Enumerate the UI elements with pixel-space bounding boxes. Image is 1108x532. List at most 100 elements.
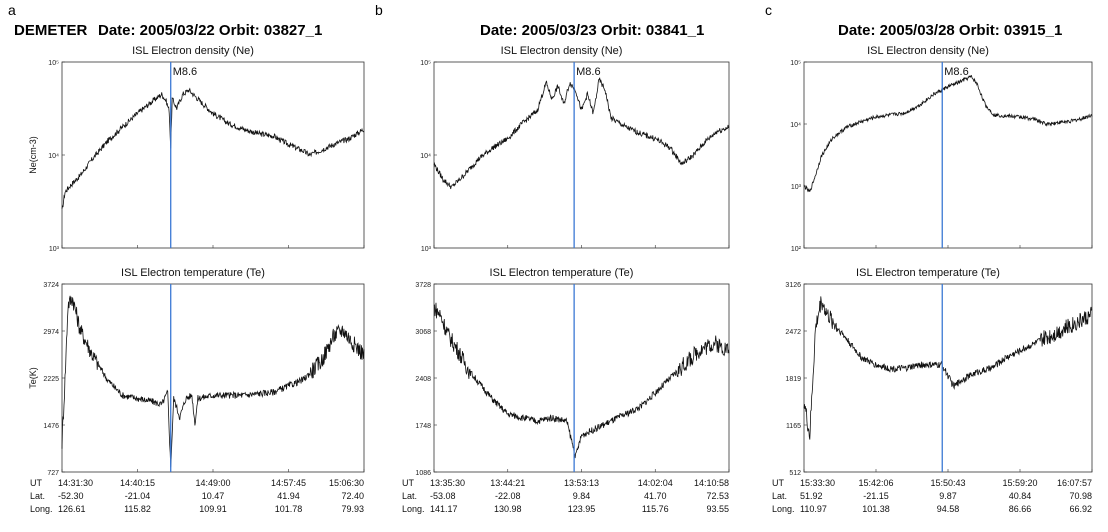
plot-frame — [803, 61, 1093, 249]
event-label: M8.6 — [944, 66, 968, 78]
x-row-label: Lat. — [30, 491, 45, 501]
x-row-value: 130.98 — [494, 504, 522, 514]
x-row-value: 10.47 — [202, 491, 225, 501]
y-tick-label: 727 — [47, 470, 59, 477]
y-tick-label: 10³ — [49, 246, 60, 253]
x-row-value: -52.30 — [58, 491, 84, 501]
x-row-value: 14:40:15 — [120, 478, 155, 488]
x-row-label: Lat. — [772, 491, 787, 501]
panel-title-a: Date: 2005/03/22 Orbit: 03827_1 — [98, 22, 323, 39]
plot-title: ISL Electron temperature (Te) — [490, 267, 634, 279]
x-row-value: 13:35:30 — [430, 478, 465, 488]
x-row-value: 15:59:20 — [1002, 478, 1037, 488]
x-row-value: -22.08 — [495, 491, 521, 501]
x-row-label: UT — [772, 478, 784, 488]
x-row-value: 115.82 — [124, 504, 151, 514]
y-tick-label: 1748 — [415, 423, 431, 430]
x-row-value: 79.93 — [341, 504, 364, 514]
y-tick-label: 2472 — [785, 329, 801, 336]
y-tick-label: 10³ — [421, 246, 432, 253]
x-row-value: -53.08 — [430, 491, 456, 501]
x-row-value: 9.87 — [939, 491, 957, 501]
event-label: M8.6 — [173, 66, 197, 78]
x-row-value: 109.91 — [199, 504, 227, 514]
plot-frame — [433, 283, 730, 473]
x-row-value: 72.53 — [706, 491, 729, 501]
x-row-value: 15:06:30 — [329, 478, 364, 488]
x-row-label: Long. — [402, 504, 425, 514]
x-row-value: 72.40 — [341, 491, 364, 501]
panel-title-c: Date: 2005/03/28 Orbit: 03915_1 — [838, 22, 1063, 39]
x-row-value: 15:50:43 — [930, 478, 965, 488]
y-tick-label: 512 — [789, 470, 801, 477]
panel-letter-c: c — [765, 2, 772, 18]
y-tick-label: 10² — [791, 246, 802, 253]
data-trace — [61, 295, 365, 468]
y-tick-label: 10⁴ — [420, 153, 431, 160]
x-row-value: 101.78 — [275, 504, 303, 514]
x-row-value: 126.61 — [58, 504, 86, 514]
x-row-value: -21.04 — [125, 491, 151, 501]
x-row-value: 51.92 — [800, 491, 823, 501]
x-row-value: 15:33:30 — [800, 478, 835, 488]
x-row-value: 40.84 — [1009, 491, 1032, 501]
plot-frame — [61, 61, 365, 249]
y-tick-label: 1819 — [785, 376, 801, 383]
x-row-value: 86.66 — [1009, 504, 1032, 514]
y-tick-label: 2974 — [43, 329, 59, 336]
x-row-label: Long. — [30, 504, 53, 514]
x-row-value: 101.38 — [862, 504, 890, 514]
y-axis-label: Te(K) — [28, 367, 38, 389]
panel-letter-b: b — [375, 2, 383, 18]
x-row-value: 14:10:58 — [694, 478, 729, 488]
x-row-value: 141.17 — [430, 504, 458, 514]
plot-title: ISL Electron density (Ne) — [132, 45, 254, 57]
y-tick-label: 2225 — [43, 376, 59, 383]
data-trace — [803, 296, 1093, 440]
x-row-value: 14:02:04 — [638, 478, 673, 488]
x-row-value: 123.95 — [568, 504, 596, 514]
data-trace — [433, 302, 730, 459]
x-row-value: 14:31:30 — [58, 478, 93, 488]
y-tick-label: 10³ — [791, 184, 802, 191]
plot-title: ISL Electron temperature (Te) — [121, 267, 265, 279]
y-tick-label: 2408 — [415, 376, 431, 383]
x-row-value: -21.15 — [863, 491, 889, 501]
y-tick-label: 3126 — [785, 282, 801, 289]
x-row-label: Lat. — [402, 491, 417, 501]
plot-title: ISL Electron density (Ne) — [501, 45, 623, 57]
y-tick-label: 1086 — [415, 470, 431, 477]
x-row-value: 41.94 — [277, 491, 300, 501]
event-label: M8.6 — [576, 66, 600, 78]
x-row-value: 93.55 — [706, 504, 729, 514]
y-tick-label: 10⁵ — [420, 60, 431, 67]
x-row-value: 16:07:57 — [1057, 478, 1092, 488]
data-trace — [803, 74, 1093, 193]
x-row-label: UT — [30, 478, 42, 488]
data-trace — [61, 87, 365, 209]
x-row-value: 66.92 — [1069, 504, 1092, 514]
x-row-value: 70.98 — [1069, 491, 1092, 501]
y-tick-label: 3068 — [415, 329, 431, 336]
x-row-value: 41.70 — [644, 491, 667, 501]
y-tick-label: 3728 — [415, 282, 431, 289]
data-trace — [433, 77, 730, 190]
y-tick-label: 10⁴ — [48, 153, 59, 160]
x-row-label: Long. — [772, 504, 795, 514]
y-tick-label: 1165 — [786, 423, 801, 430]
panel-letter-a: a — [8, 2, 16, 18]
plot-frame — [61, 283, 365, 473]
x-row-value: 94.58 — [937, 504, 960, 514]
plot-title: ISL Electron density (Ne) — [867, 45, 989, 57]
y-tick-label: 3724 — [43, 282, 59, 289]
x-row-value: 15:42:06 — [858, 478, 893, 488]
y-tick-label: 10⁵ — [790, 60, 801, 67]
plot-frame — [433, 61, 730, 249]
x-row-value: 13:53:13 — [564, 478, 599, 488]
y-tick-label: 10⁵ — [48, 60, 59, 67]
x-row-value: 13:44:21 — [490, 478, 525, 488]
x-row-value: 110.97 — [800, 504, 827, 514]
x-row-label: UT — [402, 478, 414, 488]
x-row-value: 9.84 — [573, 491, 591, 501]
y-tick-label: 1476 — [43, 423, 59, 430]
